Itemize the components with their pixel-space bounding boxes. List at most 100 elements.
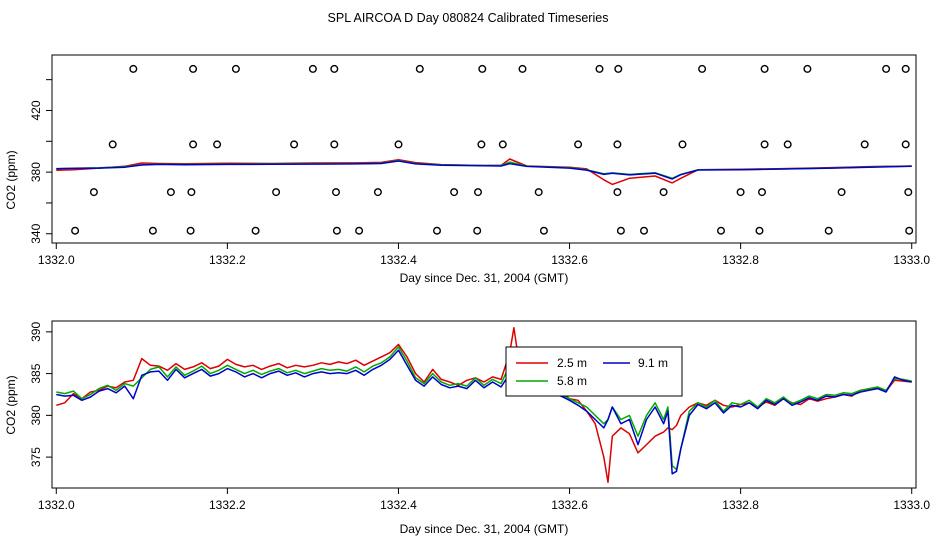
top-x-tick-label-1333-0: 1333.0 bbox=[893, 253, 930, 267]
top-x-tick-label-1332-8: 1332.8 bbox=[722, 253, 759, 267]
bottom-x-tick-label-1332-8: 1332.8 bbox=[722, 498, 759, 512]
legend-label-2-5m: 2.5 m bbox=[557, 356, 587, 370]
bottom-series-line-2-5-m bbox=[56, 326, 912, 483]
top-marker-point bbox=[678, 140, 687, 149]
top-x-tick-label-1332-4: 1332.4 bbox=[380, 253, 417, 267]
top-marker-point bbox=[613, 188, 622, 197]
top-marker-point bbox=[89, 188, 98, 197]
bottom-x-tick-label-1332-2: 1332.2 bbox=[209, 498, 246, 512]
bottom-series-line-5-8-m bbox=[56, 346, 912, 471]
top-marker-point bbox=[837, 188, 846, 197]
top-marker-point bbox=[698, 64, 707, 73]
top-y-tick-label-420: 420 bbox=[29, 100, 43, 120]
top-marker-point bbox=[330, 140, 339, 149]
bottom-panel: 1332.0 1332.2 1332.4 1332.6 1332.8 1333.0 375… bbox=[4, 320, 930, 536]
top-x-axis: 1332.0 1332.2 1332.4 1332.6 1332.8 1333.0 bbox=[38, 243, 930, 267]
bottom-x-tick-label-1332-4: 1332.4 bbox=[380, 498, 417, 512]
top-marker-point bbox=[518, 64, 527, 73]
top-marker-point bbox=[758, 188, 767, 197]
bottom-y-axis-label: CO2 (ppm) bbox=[4, 375, 18, 434]
bottom-x-axis: 1332.0 1332.2 1332.4 1332.6 1332.8 1333.0 bbox=[38, 488, 930, 512]
top-plot-frame bbox=[51, 54, 917, 244]
top-x-tick-label-1332-6: 1332.6 bbox=[551, 253, 588, 267]
top-marker-point bbox=[760, 140, 769, 149]
top-marker-point bbox=[129, 64, 138, 73]
top-marker-point bbox=[473, 226, 482, 235]
top-marker-point bbox=[450, 188, 459, 197]
top-y-axis: 340 380 420 bbox=[29, 79, 52, 244]
top-marker-point bbox=[166, 188, 175, 197]
bottom-x-tick-label-1332-6: 1332.6 bbox=[551, 498, 588, 512]
bottom-x-tick-label-1332-0: 1332.0 bbox=[38, 498, 75, 512]
legend-label-9-1m: 9.1 m bbox=[638, 356, 668, 370]
top-marker-point bbox=[760, 64, 769, 73]
top-series-lines bbox=[56, 158, 912, 186]
top-marker-point bbox=[332, 226, 341, 235]
top-series-line-9-1-m bbox=[56, 160, 912, 180]
top-marker-point bbox=[290, 140, 299, 149]
legend-box bbox=[505, 346, 683, 397]
top-marker-point bbox=[574, 140, 583, 149]
top-marker-point bbox=[534, 188, 543, 197]
top-marker-point bbox=[231, 64, 240, 73]
top-marker-point bbox=[901, 140, 910, 149]
top-marker-point bbox=[415, 64, 424, 73]
top-y-tick-label-380: 380 bbox=[29, 162, 43, 182]
top-marker-point bbox=[755, 226, 764, 235]
top-marker-point bbox=[882, 64, 891, 73]
top-marker-point bbox=[905, 226, 914, 235]
top-marker-point bbox=[394, 140, 403, 149]
top-marker-point bbox=[613, 140, 622, 149]
top-marker-point bbox=[614, 64, 623, 73]
top-y-axis-label: CO2 (ppm) bbox=[4, 150, 18, 209]
top-marker-point bbox=[213, 140, 222, 149]
top-marker-point bbox=[474, 188, 483, 197]
top-marker-point bbox=[901, 64, 910, 73]
top-y-tick-label-340: 340 bbox=[29, 223, 43, 243]
top-x-tick-label-1332-0: 1332.0 bbox=[38, 253, 75, 267]
top-x-axis-label: Day since Dec. 31, 2004 (GMT) bbox=[400, 271, 569, 285]
top-marker-point bbox=[717, 226, 726, 235]
top-marker-point bbox=[189, 64, 198, 73]
top-marker-point bbox=[308, 64, 317, 73]
chart-title: SPL AIRCOA D Day 080824 Calibrated Times… bbox=[328, 11, 609, 25]
top-marker-point bbox=[477, 140, 486, 149]
bottom-series-line-9-1-m bbox=[56, 349, 912, 475]
bottom-x-tick-label-1333-0: 1333.0 bbox=[893, 498, 930, 512]
top-marker-point bbox=[71, 226, 80, 235]
top-marker-point bbox=[640, 226, 649, 235]
bottom-plot-frame bbox=[51, 320, 917, 489]
top-marker-point bbox=[736, 188, 745, 197]
legend-label-5-8m: 5.8 m bbox=[557, 374, 587, 388]
top-marker-point bbox=[824, 226, 833, 235]
bottom-x-axis-label: Day since Dec. 31, 2004 (GMT) bbox=[400, 522, 569, 536]
bottom-y-tick-label-385: 385 bbox=[29, 363, 43, 383]
top-marker-point bbox=[595, 64, 604, 73]
top-marker-point bbox=[478, 64, 487, 73]
top-marker-point bbox=[433, 226, 442, 235]
top-marker-point bbox=[783, 140, 792, 149]
top-circle-markers bbox=[71, 64, 914, 235]
top-marker-point bbox=[272, 188, 281, 197]
top-marker-point bbox=[189, 140, 198, 149]
top-marker-point bbox=[498, 140, 507, 149]
top-series-line-2-5-m bbox=[56, 158, 912, 186]
bottom-y-tick-label-375: 375 bbox=[29, 447, 43, 467]
top-marker-point bbox=[330, 64, 339, 73]
top-marker-point bbox=[373, 188, 382, 197]
top-x-tick-label-1332-2: 1332.2 bbox=[209, 253, 246, 267]
top-marker-point bbox=[616, 226, 625, 235]
bottom-y-axis: 375 380 385 390 bbox=[29, 322, 52, 467]
bottom-y-tick-label-380: 380 bbox=[29, 405, 43, 425]
top-panel: 1332.0 1332.2 1332.4 1332.6 1332.8 1333.0 340… bbox=[4, 54, 930, 285]
top-marker-point bbox=[332, 188, 341, 197]
top-marker-point bbox=[803, 64, 812, 73]
top-marker-point bbox=[904, 188, 913, 197]
top-marker-point bbox=[186, 226, 195, 235]
top-marker-point bbox=[148, 226, 157, 235]
top-marker-point bbox=[539, 226, 548, 235]
top-marker-point bbox=[187, 188, 196, 197]
top-marker-point bbox=[355, 226, 364, 235]
top-marker-point bbox=[108, 140, 117, 149]
